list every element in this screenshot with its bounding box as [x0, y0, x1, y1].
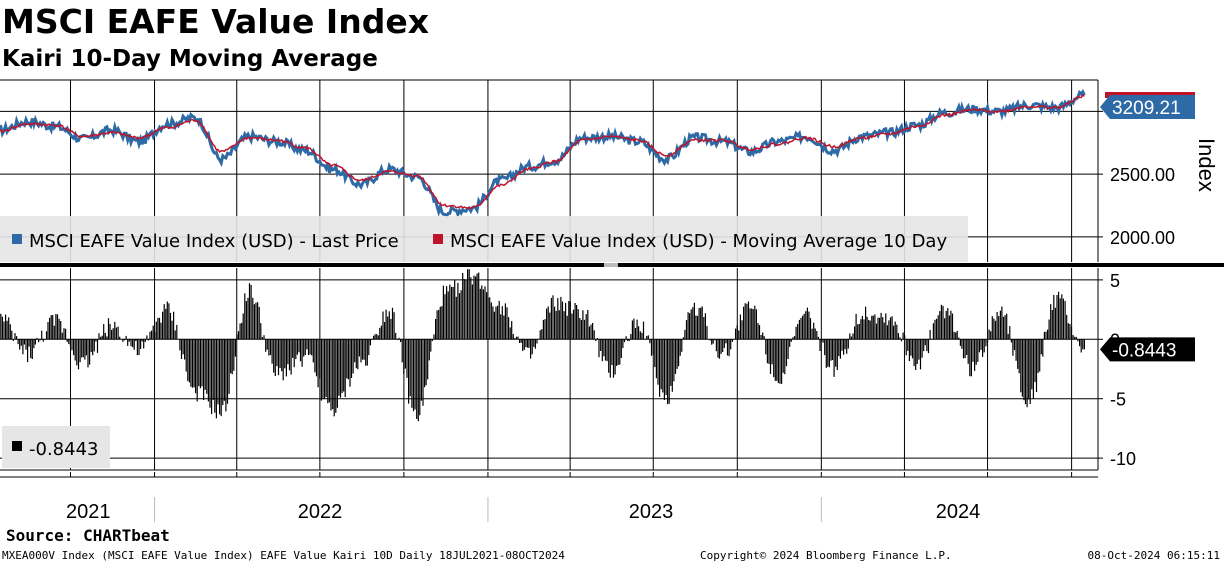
legend-swatch-price — [12, 234, 22, 244]
lower-y-tick-label: 5 — [1110, 271, 1120, 291]
chart-title: MSCI EAFE Value Index — [2, 2, 429, 41]
upper-y-axis-title: Index — [1194, 138, 1219, 192]
kairi-last-value-label: -0.8443 — [1112, 340, 1176, 361]
x-axis-year-label: 2023 — [629, 501, 674, 523]
lower-y-tick-label: -5 — [1110, 390, 1126, 410]
legend-label-price: MSCI EAFE Value Index (USD) - Last Price — [29, 231, 399, 252]
last-price-badge-label: 3209.21 — [1112, 98, 1181, 119]
series-moving-average-line — [0, 94, 1085, 210]
footer-timestamp: 08-Oct-2024 06:15:11 — [1087, 549, 1220, 562]
x-axis-year-label: 2022 — [298, 501, 343, 523]
kairi-last-value-badge — [1100, 337, 1195, 362]
legend: MSCI EAFE Value Index (USD) - Last Price… — [0, 216, 968, 262]
series-last-price-line — [0, 88, 1086, 219]
source-note: Source: CHARTbeat — [6, 526, 170, 545]
chart-subtitle: Kairi 10-Day Moving Average — [2, 46, 378, 72]
x-axis-year-label: 2024 — [936, 501, 981, 523]
last-price-badge — [1100, 95, 1195, 119]
kairi-legend-swatch — [12, 441, 22, 451]
x-axis-year-label: 2021 — [66, 501, 111, 523]
kairi-legend-label: -0.8443 — [29, 439, 98, 460]
upper-y-tick-label: 2000.00 — [1110, 228, 1175, 248]
footer-copyright: Copyright© 2024 Bloomberg Finance L.P. — [700, 549, 952, 562]
legend-label-moving-average: MSCI EAFE Value Index (USD) - Moving Ave… — [450, 231, 947, 252]
footer-description: MXEA000V Index (MSCI EAFE Value Index) E… — [2, 549, 565, 562]
legend-swatch-moving-average — [433, 234, 443, 244]
lower-y-tick-label: -10 — [1110, 449, 1136, 469]
upper-y-tick-label: 2500.00 — [1110, 165, 1175, 185]
legend-box — [0, 216, 968, 262]
panel-divider-handle — [604, 263, 618, 267]
